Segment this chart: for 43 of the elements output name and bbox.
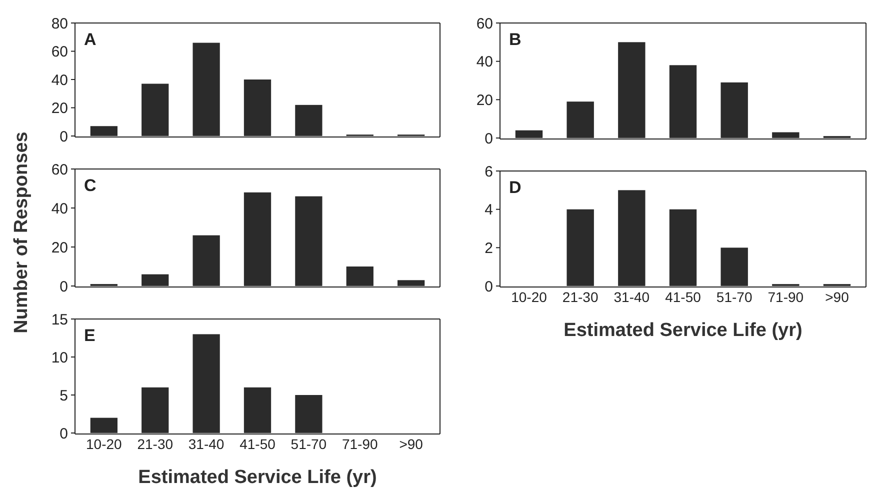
y-tick-label: 0 — [484, 130, 493, 148]
y-tick-label: 40 — [476, 54, 493, 71]
x-axis-title: Estimated Service Life (yr) — [138, 467, 377, 488]
y-tick-label: 0 — [60, 425, 68, 442]
y-tick-label: 20 — [51, 239, 68, 256]
y-tick-label: 20 — [51, 100, 68, 117]
x-tick-label: 31-40 — [614, 289, 650, 305]
x-tick-label: 71-90 — [342, 436, 378, 452]
y-tick-label: 10 — [51, 349, 68, 366]
chart-title: C — [84, 176, 96, 195]
chart-title: A — [84, 30, 96, 49]
chart-title: E — [84, 326, 96, 345]
y-tick-label: 4 — [484, 202, 493, 219]
x-tick-label: 71-90 — [768, 289, 804, 305]
y-tick-label: 15 — [51, 311, 68, 328]
y-tick-label: 6 — [484, 163, 493, 180]
x-tick-label: 51-70 — [290, 436, 327, 452]
chart-title: B — [509, 30, 522, 49]
y-tick-label: 20 — [476, 92, 493, 109]
x-tick-label: 10-20 — [511, 289, 548, 305]
x-tick-label: >90 — [399, 436, 424, 452]
x-tick-label: 41-50 — [665, 289, 702, 305]
y-tick-label: 40 — [51, 200, 68, 218]
x-tick-label: 51-70 — [716, 289, 752, 305]
y-tick-label: 60 — [51, 161, 68, 178]
x-tick-label: 21-30 — [137, 436, 174, 452]
y-axis-title: Number of Responses — [11, 132, 32, 334]
y-tick-label: 40 — [51, 72, 68, 89]
chart-title: D — [509, 178, 522, 197]
y-tick-label: 60 — [51, 44, 68, 60]
x-tick-label: 31-40 — [188, 436, 224, 452]
y-tick-label: 0 — [60, 128, 68, 146]
y-tick-label: 0 — [484, 278, 493, 296]
y-tick-label: 2 — [484, 240, 493, 257]
y-tick-label: 5 — [60, 387, 68, 404]
x-tick-label: 41-50 — [240, 436, 276, 452]
y-tick-label: 80 — [51, 15, 68, 32]
x-tick-label: 21-30 — [562, 289, 598, 305]
y-tick-label: 0 — [60, 278, 68, 296]
x-tick-label: >90 — [825, 289, 850, 305]
x-tick-label: 10-20 — [86, 436, 122, 452]
y-tick-label: 60 — [476, 15, 493, 32]
x-axis-title: Estimated Service Life (yr) — [564, 320, 802, 341]
